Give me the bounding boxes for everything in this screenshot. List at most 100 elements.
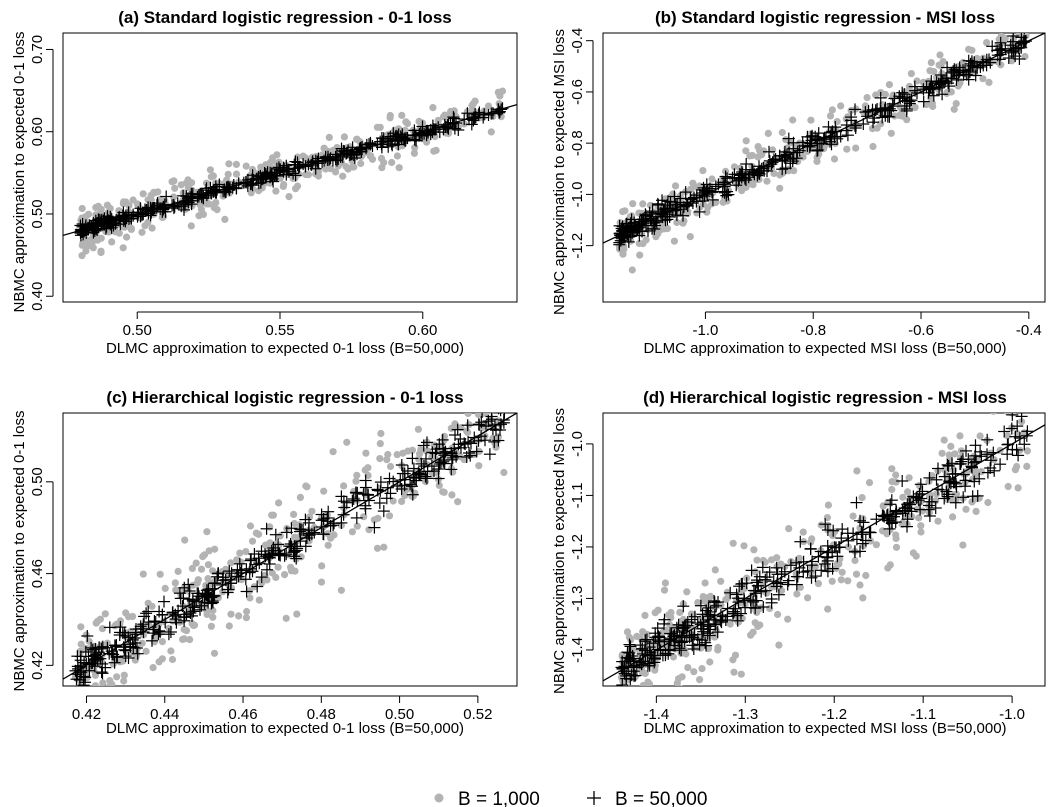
- point-b50000: [949, 496, 962, 509]
- point-b50000: [116, 626, 129, 639]
- panel-a-y-axis: 0.40 0.50 0.60 0.70: [29, 35, 54, 311]
- point-b1000: [170, 177, 178, 185]
- point-b1000: [892, 534, 900, 543]
- point-b50000: [154, 625, 167, 638]
- point-b1000: [282, 614, 290, 622]
- point-b1000: [180, 635, 188, 643]
- point-b50000: [280, 526, 293, 539]
- point-b1000: [862, 571, 870, 580]
- panel-b-frame: [602, 32, 1046, 303]
- point-b1000: [684, 664, 692, 672]
- point-b50000: [900, 104, 913, 117]
- point-b1000: [299, 152, 307, 160]
- point-b50000: [482, 109, 495, 121]
- point-b50000: [371, 483, 384, 496]
- panel-c-xlabel: DLMC approximation to expected 0-1 loss …: [106, 720, 464, 737]
- point-b50000: [854, 514, 866, 527]
- x-tick-label: -1.0: [999, 706, 1025, 723]
- x-tick-label: -0.8: [800, 322, 826, 339]
- y-tick-label: -0.4: [569, 28, 586, 54]
- point-b1000: [673, 218, 681, 226]
- point-b1000: [633, 632, 641, 641]
- point-b1000: [467, 393, 474, 400]
- point-b1000: [291, 567, 299, 575]
- point-b50000: [130, 642, 143, 654]
- point-b50000: [896, 86, 909, 99]
- point-b50000: [693, 205, 706, 218]
- y-tick-label: -0.6: [569, 79, 586, 105]
- point-b50000: [164, 626, 177, 638]
- point-b1000: [242, 548, 250, 556]
- point-b50000: [385, 137, 398, 150]
- point-b1000: [708, 175, 716, 183]
- point-b1000: [654, 606, 662, 614]
- point-b1000: [207, 173, 215, 181]
- point-b50000: [1001, 448, 1014, 461]
- point-b1000: [98, 625, 107, 633]
- y-tick-label: 0.46: [29, 559, 46, 588]
- point-b50000: [681, 200, 694, 212]
- point-b1000: [272, 573, 280, 582]
- point-b1000: [710, 687, 717, 694]
- point-b1000: [740, 542, 748, 550]
- point-b50000: [447, 111, 460, 124]
- point-b50000: [167, 202, 180, 215]
- point-b1000: [911, 104, 919, 112]
- point-b1000: [439, 488, 447, 496]
- point-b1000: [997, 61, 1005, 69]
- point-b50000: [426, 125, 439, 138]
- point-b50000: [348, 152, 361, 164]
- point-b50000: [119, 629, 132, 642]
- point-b1000: [636, 251, 644, 259]
- point-b1000: [184, 176, 192, 184]
- point-b50000: [124, 640, 137, 653]
- point-b1000: [976, 432, 984, 440]
- point-b50000: [153, 605, 166, 618]
- point-b1000: [209, 613, 217, 621]
- point-b50000: [750, 594, 763, 607]
- point-b50000: [794, 535, 807, 548]
- point-b1000: [843, 145, 851, 153]
- point-b1000: [661, 579, 670, 587]
- point-b1000: [258, 184, 266, 192]
- point-b50000: [483, 448, 496, 461]
- point-b50000: [223, 565, 236, 578]
- point-b1000: [232, 160, 240, 168]
- point-b50000: [338, 145, 351, 158]
- point-b1000: [701, 579, 709, 587]
- point-b1000: [766, 604, 774, 613]
- point-b1000: [917, 528, 925, 536]
- point-b50000: [874, 102, 887, 115]
- point-b50000: [657, 205, 670, 218]
- point-b50000: [72, 689, 84, 701]
- point-b1000: [813, 157, 821, 165]
- point-b1000: [454, 498, 462, 506]
- point-b1000: [837, 576, 845, 584]
- point-b1000: [623, 628, 632, 636]
- point-b50000: [703, 629, 716, 642]
- point-b1000: [962, 505, 970, 513]
- point-b50000: [86, 643, 99, 656]
- point-b1000: [101, 610, 109, 618]
- point-b1000: [796, 583, 804, 592]
- point-b50000: [613, 219, 626, 232]
- point-b1000: [380, 159, 388, 167]
- point-b1000: [1005, 23, 1012, 30]
- panel-a-title: (a) Standard logistic regression - 0-1 l…: [118, 8, 451, 27]
- point-b50000: [925, 75, 938, 88]
- point-b50000: [317, 513, 330, 525]
- point-b50000: [414, 468, 427, 481]
- point-b1000: [290, 519, 298, 528]
- point-b50000: [208, 577, 221, 589]
- point-b50000: [137, 208, 150, 221]
- point-b50000: [782, 132, 795, 145]
- point-b1000: [859, 594, 867, 602]
- panel-d-xlabel: DLMC approximation to expected MSI loss …: [643, 720, 1006, 737]
- point-b50000: [739, 601, 752, 614]
- point-b1000: [749, 181, 757, 189]
- point-b1000: [207, 622, 215, 630]
- panel-a: (a) Standard logistic regression - 0-1 l…: [11, 8, 518, 357]
- point-b1000: [158, 638, 166, 646]
- panel-d-identity-line: [603, 424, 1045, 682]
- point-b50000: [923, 510, 936, 522]
